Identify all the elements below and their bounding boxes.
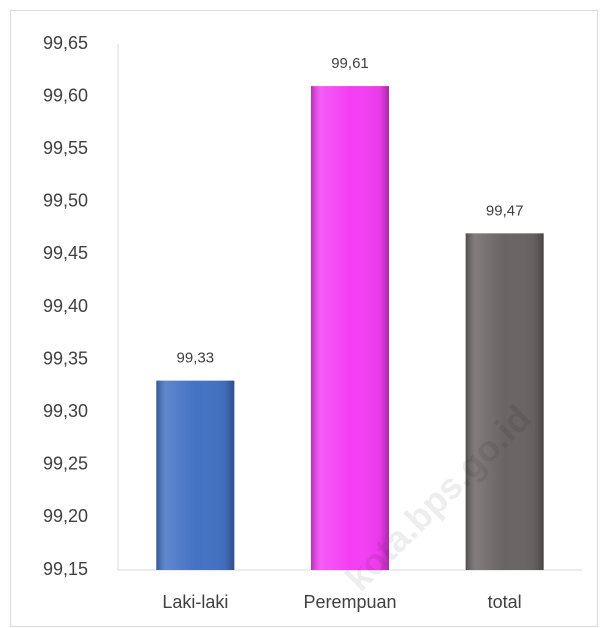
- y-tick-label: 99,35: [43, 348, 88, 368]
- y-tick-label: 99,55: [43, 138, 88, 158]
- y-tick-label: 99,65: [43, 33, 88, 53]
- y-tick-label: 99,25: [43, 454, 88, 474]
- value-label: 99,47: [486, 202, 524, 219]
- y-tick-label: 99,45: [43, 243, 88, 263]
- y-tick-label: 99,15: [43, 559, 88, 579]
- bar-shade: [156, 380, 235, 570]
- x-tick-label: Laki-laki: [162, 592, 228, 612]
- value-label: 99,33: [177, 350, 215, 367]
- y-tick-label: 99,20: [43, 506, 88, 526]
- x-tick-label: Perempuan: [303, 592, 396, 612]
- y-tick-label: 99,60: [43, 85, 88, 105]
- y-tick-label: 99,30: [43, 401, 88, 421]
- value-label: 99,61: [331, 55, 369, 72]
- y-tick-label: 99,40: [43, 296, 88, 316]
- bar-shade: [465, 233, 544, 571]
- y-tick-label: 99,50: [43, 191, 88, 211]
- bar-shade: [311, 86, 389, 570]
- x-tick-label: total: [488, 592, 522, 612]
